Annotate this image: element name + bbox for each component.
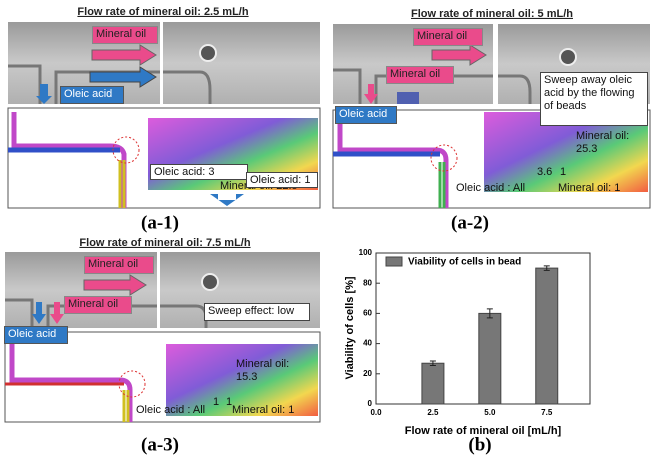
annotation-text: Mineral oil [413, 28, 483, 46]
panel-label: (b) [468, 434, 491, 455]
annotation-text: Mineral oil: 15.3 [236, 358, 298, 386]
x-tick-label: 0.0 [370, 408, 382, 417]
panel-a1: Flow rate of mineral oil: 2.5 mL/h (a-1) [8, 6, 320, 233]
annotation-text: Oleic acid [60, 86, 124, 104]
annotation-text: Sweep away oleic acid by the flowing of … [540, 72, 648, 126]
panel-label: (a-1) [141, 212, 179, 233]
panel-title: Flow rate of mineral oil: 7.5 mL/h [79, 237, 250, 249]
annotation-text: Mineral oil [84, 256, 154, 274]
y-axis-label: Viability of cells [%] [344, 276, 356, 379]
annotation-text: Mineral oil [92, 26, 158, 44]
annotation: 3.6 [537, 166, 559, 180]
y-tick-label: 0 [368, 399, 373, 408]
bead [202, 274, 218, 290]
annotation: Oleic acid [335, 106, 397, 124]
annotation: Mineral oil [413, 28, 483, 46]
legend-label: Viability of cells in bead [408, 257, 521, 268]
annotation: Oleic acid : All [136, 404, 226, 418]
annotation: Mineral oil: 15.3 [236, 358, 298, 386]
annotation-text: Mineral oil: 1 [232, 404, 322, 418]
annotation: Mineral oil: 25.3 [576, 130, 636, 158]
bar [422, 363, 444, 404]
y-tick-label: 60 [363, 309, 372, 318]
annotation: Oleic acid: 1 [246, 172, 318, 188]
annotation-text: Oleic acid: 3 [150, 164, 248, 180]
annotation-text: Oleic acid [4, 326, 68, 344]
bar [479, 313, 501, 404]
bar [536, 268, 558, 404]
x-axis-label: Flow rate of mineral oil [mL/h] [405, 425, 562, 437]
annotation: Sweep away oleic acid by the flowing of … [540, 72, 648, 126]
chart: (b) Flow rate of mineral oil [mL/h] Viab… [344, 248, 590, 455]
photo [163, 22, 320, 104]
panel-label: (a-3) [141, 434, 179, 455]
y-tick-label: 20 [363, 369, 372, 378]
annotation-text: Mineral oil [64, 296, 132, 314]
figure: Flow rate of mineral oil: 2.5 mL/h (a-1)… [0, 0, 652, 459]
bead [200, 45, 216, 61]
annotation: Mineral oil: 1 [558, 182, 648, 196]
x-tick-label: 7.5 [541, 408, 553, 417]
legend-swatch [386, 257, 402, 266]
annotation: Oleic acid [60, 86, 124, 104]
y-tick-label: 100 [359, 248, 373, 257]
annotation-text: 3.6 [537, 166, 559, 180]
x-tick-label: 5.0 [484, 408, 496, 417]
annotation-text: Oleic acid [335, 106, 397, 124]
annotation: Oleic acid [4, 326, 68, 344]
annotation-text: Oleic acid : All [456, 182, 546, 196]
x-tick-label: 2.5 [427, 408, 439, 417]
panel-title: Flow rate of mineral oil: 5 mL/h [411, 8, 573, 20]
annotation: Oleic acid: 3 [150, 164, 248, 180]
y-tick-label: 80 [363, 278, 372, 287]
panel-label: (a-2) [451, 212, 489, 233]
annotation: Mineral oil [84, 256, 154, 274]
annotation-text: Oleic acid : All [136, 404, 226, 418]
annotation: Mineral oil [92, 26, 158, 44]
annotation: Sweep effect: low [204, 303, 310, 321]
bead [560, 49, 576, 65]
y-tick-label: 40 [363, 339, 372, 348]
annotation-text: Mineral oil [386, 66, 454, 84]
annotation: 1 [560, 166, 572, 180]
annotation-text: Mineral oil: 25.3 [576, 130, 636, 158]
annotation-text: Oleic acid: 1 [246, 172, 318, 188]
panel-title: Flow rate of mineral oil: 2.5 mL/h [77, 6, 248, 18]
annotation-text: Sweep effect: low [204, 303, 310, 321]
annotation: Mineral oil [386, 66, 454, 84]
bead [397, 92, 419, 104]
annotation: Mineral oil: 1 [232, 404, 322, 418]
annotation: Oleic acid : All [456, 182, 546, 196]
panel-a3: Flow rate of mineral oil: 7.5 mL/h (a-3) [5, 237, 320, 455]
annotation-text: 1 [560, 166, 572, 180]
annotation: Mineral oil [64, 296, 132, 314]
annotation-text: Mineral oil: 1 [558, 182, 648, 196]
